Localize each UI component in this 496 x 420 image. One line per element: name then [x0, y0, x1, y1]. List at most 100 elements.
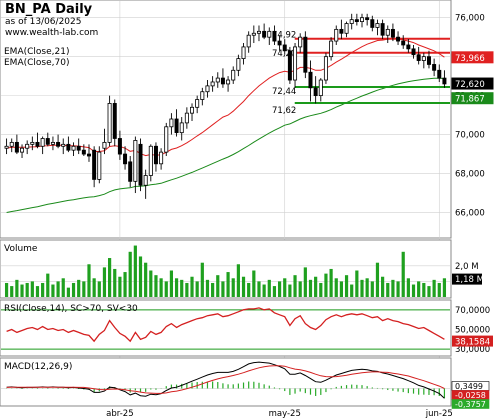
- volume-bar: [159, 278, 163, 297]
- volume-bar: [314, 276, 318, 297]
- macd-histogram-bar: [340, 385, 343, 389]
- candle-body: [190, 106, 195, 114]
- price-panel: 74,92 74,20 72,44 71,62 66,000 68,000 70,000 7…: [0, 0, 494, 406]
- macd-histogram-bar: [212, 381, 214, 389]
- volume-panel-frame: [0, 239, 452, 299]
- resistance-label: 74,92: [272, 31, 296, 41]
- volume-bar: [118, 276, 122, 297]
- macd-histogram-bar: [36, 388, 39, 389]
- panel-titles: EMA(Close,21)EMA(Close,70) Volume RSI(Clos…: [4, 47, 138, 372]
- macd-histogram-bar: [21, 388, 23, 389]
- volume-bar: [375, 262, 380, 297]
- volume-bar: [365, 278, 369, 297]
- volume-bar: [319, 282, 323, 297]
- date-tick-label: jun-25: [425, 409, 453, 419]
- volume-bar: [277, 281, 282, 297]
- candle-body: [128, 161, 133, 182]
- candle-body: [153, 145, 158, 165]
- volume-bar: [195, 281, 199, 297]
- candle-body: [195, 99, 200, 108]
- rsi-line: [6, 307, 445, 343]
- volume-bar: [427, 286, 431, 297]
- volume-bar: [20, 284, 24, 297]
- candle-body: [267, 30, 272, 38]
- macd-histogram-bar: [175, 384, 178, 389]
- candle-body: [133, 140, 138, 182]
- candle-body: [231, 69, 236, 81]
- ema21-legend: EMA(Close,21): [4, 47, 69, 57]
- candle-body: [138, 143, 143, 186]
- volume-bar: [221, 281, 225, 297]
- macd-value-badge: 0,3499: [455, 382, 483, 391]
- volume-grid: [1, 265, 450, 282]
- candle-body: [174, 118, 179, 134]
- macd-histogram-bar: [309, 388, 312, 395]
- rsi-panel: 30,0000 50,0000 70,0000 38,1584: [0, 299, 493, 357]
- macd-histogram-bar: [103, 388, 106, 390]
- macd-histogram-bar: [62, 388, 64, 389]
- volume-last-badge-bg: [452, 273, 482, 285]
- macd-histogram-bar: [170, 384, 173, 389]
- macd-histogram-bar: [438, 388, 440, 396]
- candle-body: [246, 34, 251, 48]
- rsi-tick-label: 50,0000: [455, 325, 490, 335]
- candle-body: [416, 54, 421, 61]
- macd-histogram-bar: [330, 388, 332, 390]
- ema70-line: [6, 77, 445, 213]
- macd-histogram-bar: [248, 381, 250, 389]
- volume-bar: [200, 262, 204, 297]
- candle-body: [40, 138, 45, 147]
- macd-histogram-bar: [139, 388, 142, 393]
- macd-histogram-bar: [315, 388, 317, 396]
- candle-body: [226, 79, 231, 85]
- volume-bar: [344, 275, 349, 297]
- macd-histogram-bar: [278, 388, 281, 390]
- candle-body: [365, 17, 370, 21]
- macd-histogram-bar: [366, 386, 368, 389]
- candle-body: [308, 71, 313, 89]
- candle-body: [339, 28, 344, 34]
- volume-bar: [406, 278, 410, 297]
- volume-bar: [51, 284, 55, 297]
- candle-body: [4, 145, 9, 149]
- candle-body: [313, 87, 318, 97]
- candle-body: [159, 151, 164, 165]
- macd-histogram-bar: [397, 388, 399, 392]
- macd-histogram-bar: [392, 388, 394, 391]
- volume-bar: [411, 284, 416, 297]
- candle-body: [401, 40, 406, 46]
- volume-bar: [108, 258, 112, 297]
- volume-bar: [226, 272, 230, 297]
- candle-body: [272, 30, 277, 42]
- macd-histogram-bar: [289, 388, 291, 395]
- volume-bar: [437, 282, 441, 297]
- volume-bar: [298, 281, 302, 297]
- macd-histogram-bar: [206, 381, 209, 389]
- candle-body: [360, 17, 365, 22]
- macd-histogram-bar: [335, 386, 337, 389]
- ema70-value-badge: 71,867: [455, 95, 485, 105]
- macd-histogram-bar: [268, 385, 270, 389]
- candle-body: [344, 23, 349, 34]
- volume-bar: [339, 281, 343, 297]
- macd-histogram-bar: [382, 388, 384, 390]
- candle-body: [396, 36, 401, 42]
- macd-histogram-bar: [320, 388, 322, 395]
- candle-body: [169, 118, 174, 128]
- macd-histogram-bar: [155, 388, 157, 390]
- macd-histogram-bar: [418, 388, 420, 395]
- macd-histogram-bar: [412, 388, 415, 394]
- macd-histogram-bar: [47, 388, 49, 389]
- macd-histogram-bar: [351, 384, 353, 389]
- macd-histogram-bar: [345, 385, 348, 389]
- macd-histogram-bar: [284, 388, 286, 392]
- volume-bar: [56, 281, 60, 297]
- rsi-tick-label: 70,0000: [455, 306, 490, 316]
- candle-body: [349, 19, 354, 24]
- macd-line: [6, 361, 445, 399]
- volume-bar: [236, 264, 240, 297]
- price-tick-label: 70,000: [455, 131, 485, 141]
- candle-body: [184, 112, 189, 124]
- volume-bar: [41, 282, 45, 297]
- volume-bar: [123, 272, 127, 297]
